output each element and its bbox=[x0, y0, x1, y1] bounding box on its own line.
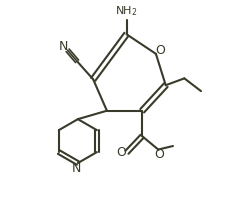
Text: O: O bbox=[155, 44, 165, 57]
Text: O: O bbox=[153, 148, 163, 161]
Text: NH$_2$: NH$_2$ bbox=[115, 4, 137, 18]
Text: N: N bbox=[72, 162, 81, 175]
Text: O: O bbox=[116, 146, 125, 159]
Text: N: N bbox=[58, 40, 68, 53]
